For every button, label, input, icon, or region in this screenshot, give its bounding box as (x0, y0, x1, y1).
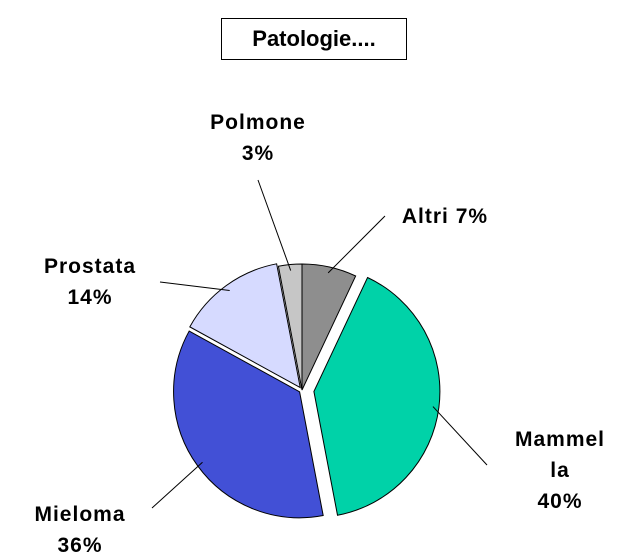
category-label: Prostata (43, 255, 137, 278)
value-label: 40% (537, 489, 583, 513)
value-label: 7% (455, 204, 489, 228)
leader-line (257, 179, 292, 271)
leader-line (432, 406, 488, 466)
category-label: Altri (401, 204, 449, 228)
chart-title: Patologie.... (221, 18, 407, 60)
leader-line (327, 215, 386, 274)
slice-label: Polmone 3% (183, 107, 333, 169)
category-label: Polmone (210, 111, 306, 134)
slice-label: Mammella 40% (514, 424, 606, 517)
pie-slice (277, 263, 303, 391)
leader-line (159, 281, 230, 291)
category-label: Mieloma (34, 503, 126, 526)
leader-line (151, 461, 203, 509)
value-label: 36% (57, 534, 103, 556)
slice-label: Mieloma 36% (5, 499, 155, 556)
value-label: 3% (241, 142, 275, 165)
category-label: Mammella (514, 427, 606, 482)
pie-slice (189, 263, 301, 389)
pie-slice (173, 330, 324, 519)
slice-label: Prostata 14% (15, 251, 165, 313)
value-label: 14% (67, 286, 113, 309)
slice-label: Altri 7% (365, 201, 525, 232)
pie-slice (313, 276, 441, 516)
